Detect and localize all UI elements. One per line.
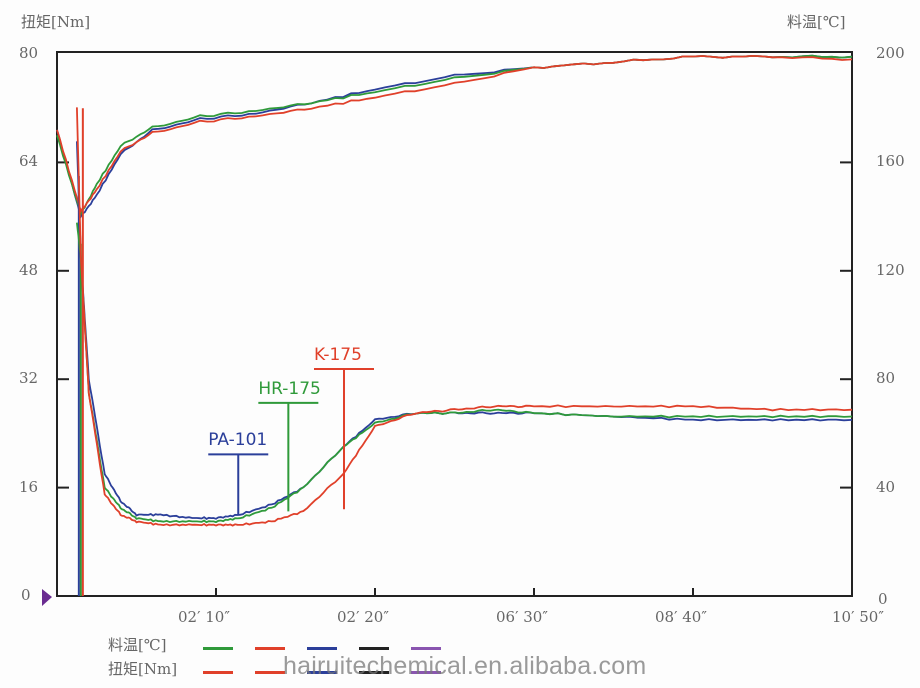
right-tick-label: 40 (876, 477, 896, 496)
right-tick-label: 120 (876, 260, 905, 279)
legend-swatches (203, 659, 463, 678)
left-tick-label: 48 (19, 260, 39, 279)
legend-swatch (255, 646, 285, 650)
torque-lines (76, 107, 853, 596)
left-axis-title: 扭矩[Nm] (21, 13, 91, 31)
left-tick-label: 0 (21, 586, 31, 604)
legend-row-torque: 扭矩[Nm] (108, 656, 463, 680)
legend-swatch (307, 670, 337, 674)
temperature-line (56, 54, 853, 217)
legend-swatch (411, 646, 441, 650)
legend-swatch (411, 670, 441, 674)
left-tick-label: 16 (19, 477, 39, 496)
right-tick-label: 80 (876, 369, 896, 388)
x-tick-label: 02′ 20″ (337, 608, 389, 626)
torque-line (76, 107, 853, 527)
legend-swatch (255, 670, 285, 674)
left-tick-label: 32 (19, 369, 39, 388)
legend-swatch (359, 646, 389, 650)
right-tick-label: 200 (876, 44, 905, 62)
annotation-label: K-175 (313, 345, 362, 366)
legend-label-torque: 扭矩[Nm] (108, 659, 178, 678)
right-tick-label: 0 (878, 590, 888, 608)
annotation-markers (208, 368, 374, 515)
legend-swatch (203, 646, 233, 650)
torque-line (76, 141, 853, 520)
temperature-line (56, 54, 853, 214)
right-tick-label: 160 (876, 152, 905, 171)
legend-swatch (359, 670, 389, 674)
temperature-lines (56, 54, 853, 219)
x-tick-label: 10′ 50″ (832, 608, 884, 626)
annotation-label: PA-101 (208, 430, 268, 451)
legend-label-temperature: 料温[℃] (108, 635, 167, 654)
left-tick-label: 80 (19, 44, 39, 62)
x-tick-label: 08′ 40″ (655, 608, 707, 626)
legend-swatch (203, 670, 233, 674)
temperature-line (56, 54, 853, 219)
watermark-text: hairuitechemical.en.alibaba.com (283, 652, 647, 680)
left-tick-label: 64 (19, 152, 39, 171)
legend-row-temperature: 料温[℃] (108, 632, 463, 656)
plot-border (56, 51, 853, 597)
legend: 料温[℃] 扭矩[Nm] (108, 632, 463, 680)
plot-frame (42, 51, 853, 606)
annotation-label: HR-175 (258, 378, 321, 399)
x-tick-label: 02′ 10″ (178, 608, 230, 626)
x-tick-label: 06′ 30″ (496, 608, 548, 626)
start-marker-icon (42, 589, 52, 606)
legend-swatch (307, 646, 337, 650)
torque-line (76, 222, 853, 524)
legend-swatches (203, 635, 463, 654)
right-axis-title: 料温[℃] (787, 13, 846, 31)
